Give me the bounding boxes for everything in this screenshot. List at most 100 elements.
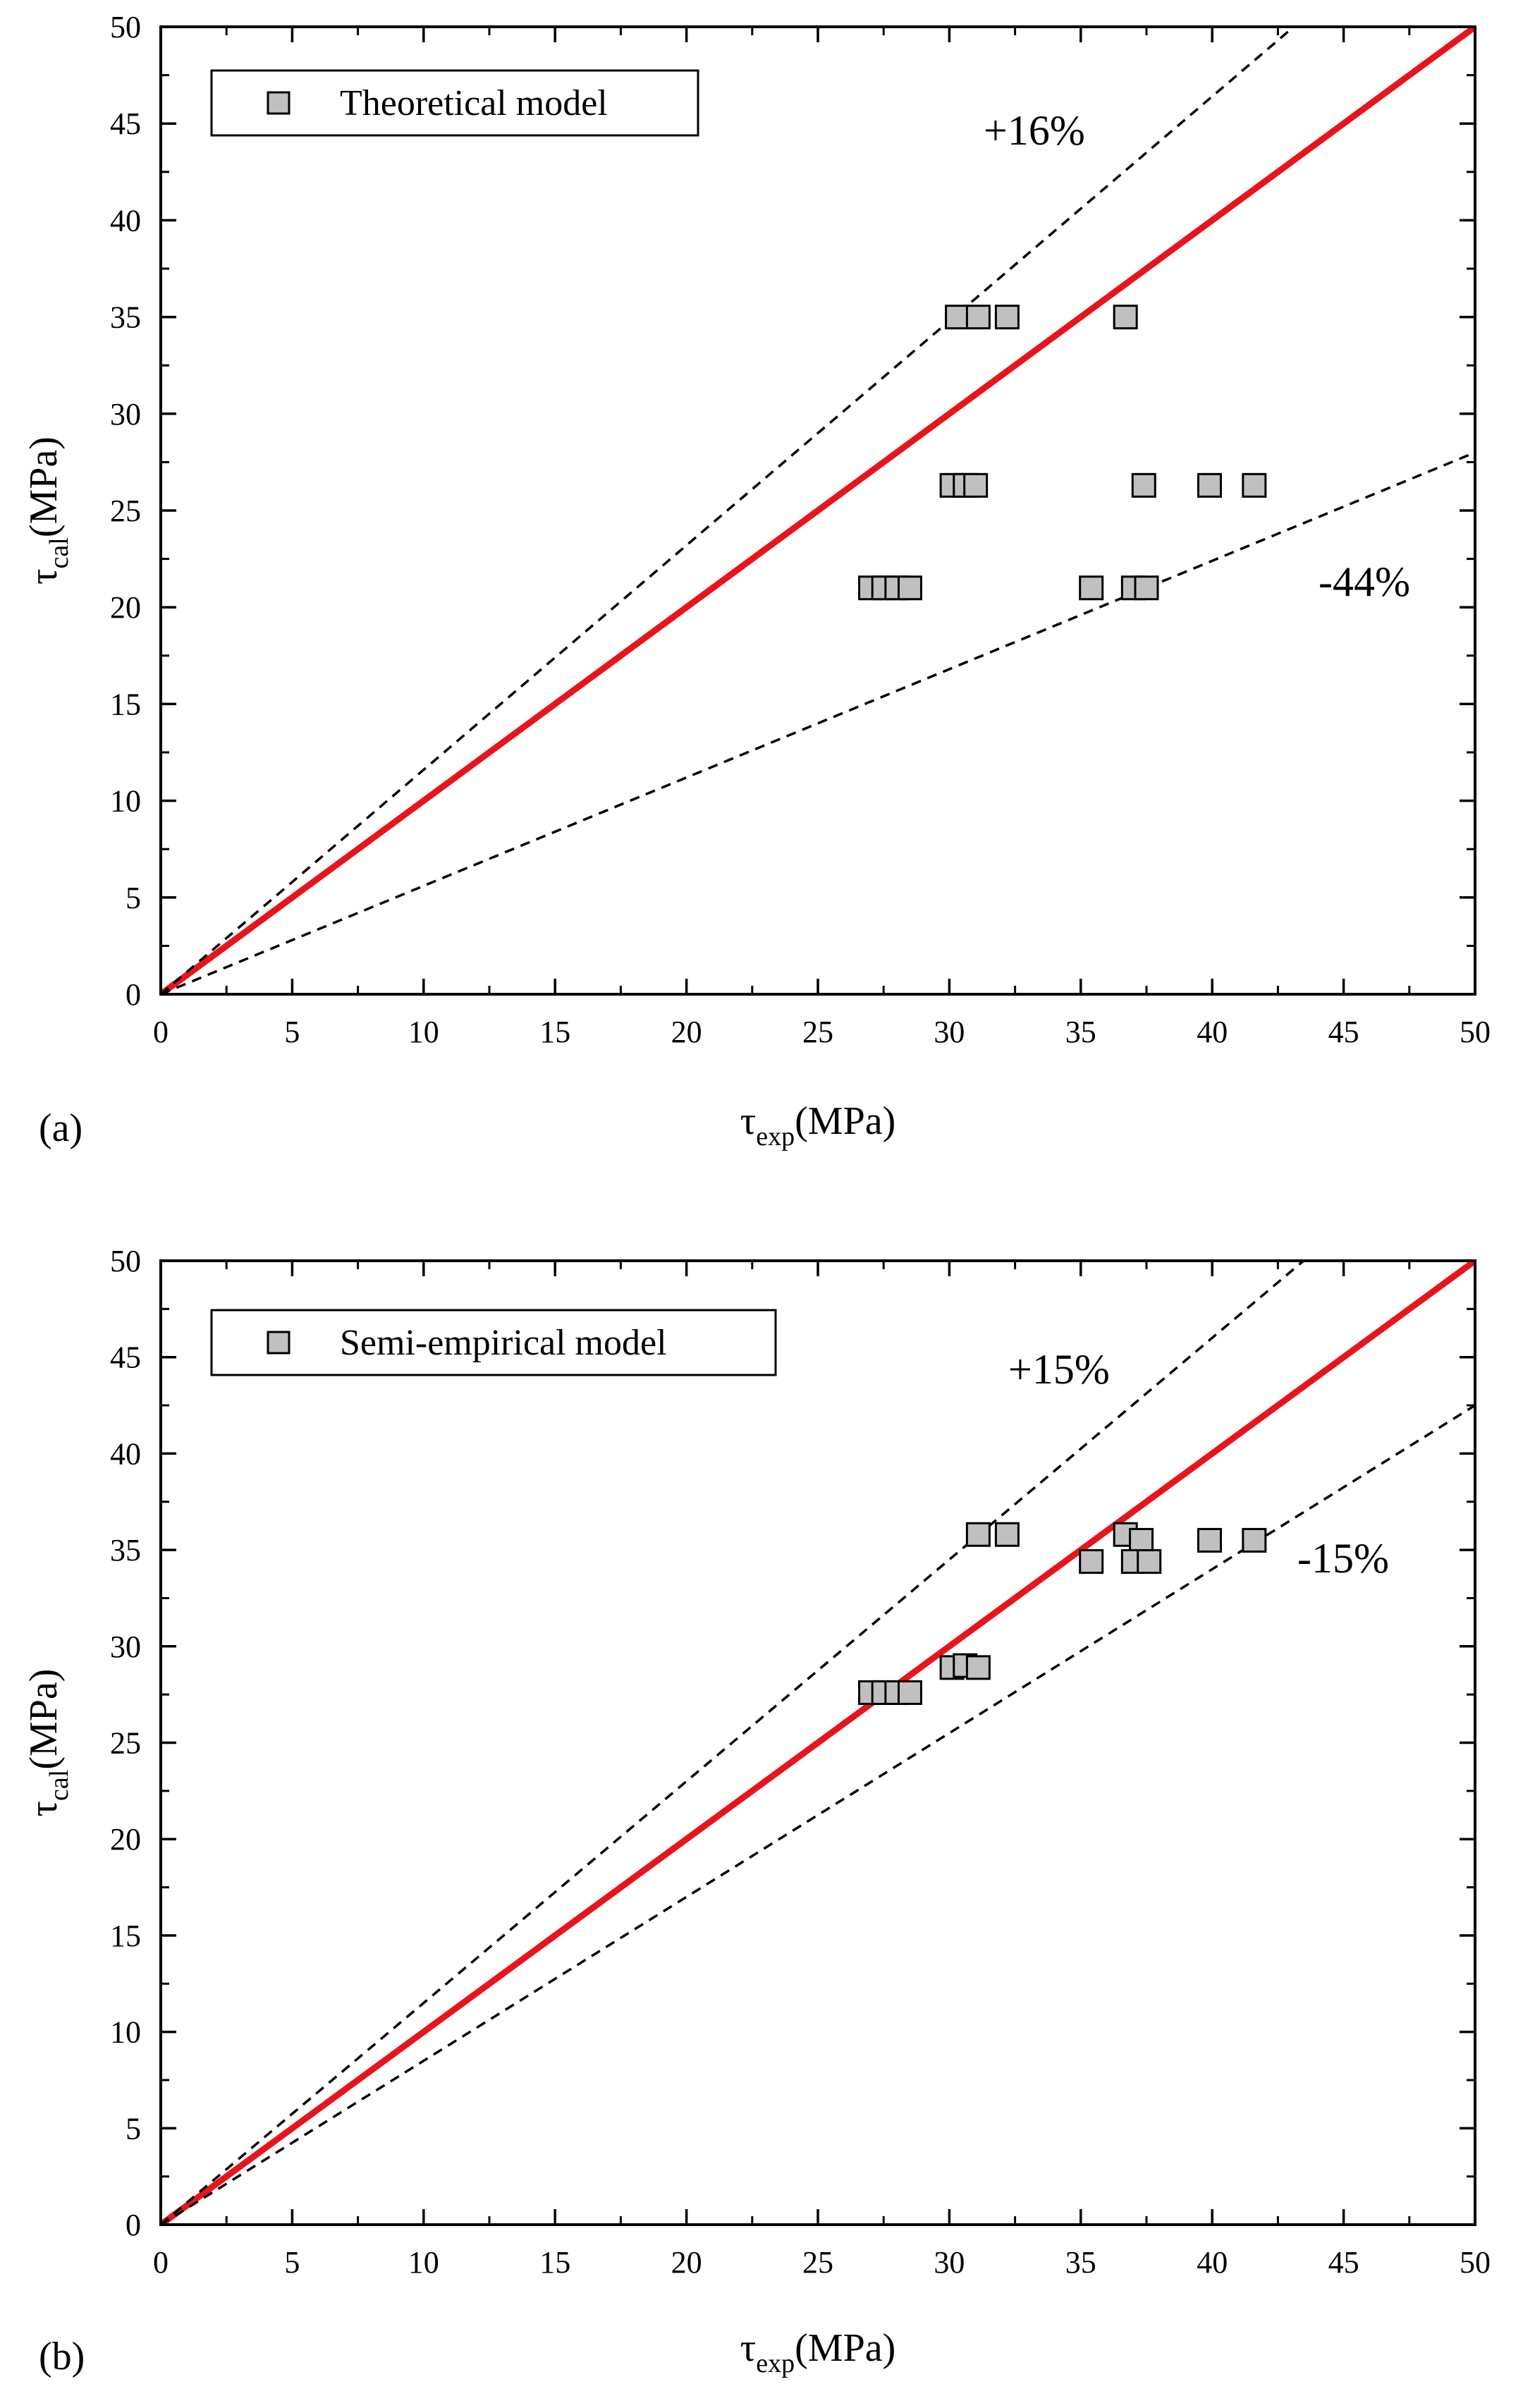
y-tick-label: 45 (110, 1340, 141, 1375)
legend-marker (267, 1331, 290, 1355)
y-tick-label: 35 (110, 1533, 141, 1567)
data-point (1079, 575, 1104, 601)
y-tick-label: 45 (110, 106, 141, 141)
y-tick-label: 40 (110, 203, 141, 238)
x-tick-label: 45 (1328, 2245, 1359, 2280)
data-point (1134, 575, 1159, 601)
y-axis-unit: (MPa) (22, 436, 66, 537)
upper-line (161, 1261, 1304, 2225)
y-tick-label: 20 (110, 1822, 141, 1857)
x-axis-symbol: τ (740, 2326, 757, 2370)
upper-bound-label: +15% (1008, 1346, 1110, 1393)
lower-line (161, 451, 1475, 994)
x-tick-label: 35 (1065, 2245, 1096, 2280)
y-tick-label: 30 (110, 1630, 141, 1664)
x-tick-label: 25 (802, 2245, 833, 2280)
y-tick-label: 50 (110, 10, 141, 44)
x-tick-label: 40 (1197, 2245, 1228, 2280)
x-tick-label: 30 (934, 2245, 965, 2280)
data-point (1131, 472, 1156, 498)
x-tick-label: 30 (934, 1015, 965, 1049)
data-point (965, 305, 991, 330)
data-point (965, 1655, 991, 1680)
scatter-series (858, 1522, 1267, 1705)
y-tick-label: 25 (110, 494, 141, 528)
y-tick-label: 40 (110, 1436, 141, 1471)
equality-line (161, 1261, 1475, 2225)
y-tick-label: 0 (126, 2208, 141, 2242)
data-point (897, 575, 922, 601)
x-tick-label: 45 (1328, 1015, 1359, 1049)
scatter-series (858, 305, 1267, 601)
legend-box (210, 1309, 777, 1376)
data-point (945, 305, 970, 330)
x-tick-label: 25 (802, 1015, 833, 1049)
y-axis-symbol: τ (22, 1801, 66, 1817)
x-tick-label: 10 (408, 1015, 439, 1049)
y-tick-label: 15 (110, 1919, 141, 1953)
x-axis-unit: (MPa) (795, 2326, 895, 2370)
x-axis-label: τexp(MPa) (740, 1099, 895, 1151)
legend-label: Semi-empirical model (340, 1323, 667, 1363)
y-axis-subscript: cal (44, 1770, 74, 1801)
y-axis-unit: (MPa) (22, 1669, 66, 1770)
legend: Semi-empirical model (210, 1309, 777, 1376)
x-axis-subscript: exp (756, 1122, 795, 1151)
x-axis-subscript: exp (756, 2349, 795, 2378)
x-tick-label: 5 (284, 1015, 300, 1049)
data-point (1113, 305, 1138, 330)
x-axis-symbol: τ (740, 1099, 757, 1143)
legend-label: Theoretical model (340, 83, 608, 123)
x-tick-label: 0 (153, 1015, 169, 1049)
panel-label: (b) (39, 2335, 85, 2378)
x-tick-label: 35 (1065, 1015, 1096, 1049)
x-tick-label: 15 (539, 1015, 570, 1049)
y-tick-label: 5 (126, 881, 141, 915)
x-tick-label: 50 (1460, 2245, 1491, 2280)
data-point (1129, 1527, 1154, 1553)
legend-marker (267, 91, 290, 115)
data-point (1137, 1549, 1162, 1575)
x-tick-label: 40 (1197, 1015, 1228, 1049)
x-tick-label: 50 (1460, 1015, 1491, 1049)
y-tick-label: 10 (110, 2015, 141, 2050)
y-tick-label: 20 (110, 590, 141, 625)
lower-bound-label: -44% (1319, 558, 1410, 605)
y-tick-label: 15 (110, 687, 141, 721)
data-point (1242, 1527, 1267, 1553)
x-tick-label: 0 (153, 2245, 169, 2280)
x-tick-label: 15 (539, 2245, 570, 2280)
upper-bound-label: +16% (984, 107, 1085, 154)
y-tick-label: 25 (110, 1726, 141, 1761)
y-tick-label: 5 (126, 2111, 141, 2146)
lower-bound-label: -15% (1297, 1535, 1389, 1582)
reference-lines (161, 1261, 1475, 2225)
y-axis-subscript: cal (44, 537, 74, 568)
y-tick-label: 35 (110, 300, 141, 335)
data-point (994, 1522, 1020, 1547)
axis-ticks: 0 5 10 15 20 25 30 35 40 45 50 0 5 10 15 20 25 30 35 40 45 50 (110, 1244, 1491, 2280)
lower-line (161, 1404, 1475, 2225)
panel-label: (a) (39, 1106, 82, 1150)
y-tick-label: 30 (110, 397, 141, 432)
x-tick-label: 20 (671, 2245, 702, 2280)
x-axis-label: τexp(MPa) (740, 2326, 895, 2378)
data-point (994, 305, 1020, 330)
data-point (965, 1522, 991, 1547)
y-tick-label: 10 (110, 784, 141, 819)
upper-line (161, 27, 1295, 994)
data-point (897, 1680, 922, 1705)
x-tick-label: 5 (284, 2245, 300, 2280)
x-tick-label: 10 (408, 2245, 439, 2280)
legend: Theoretical model (210, 69, 699, 137)
x-tick-label: 20 (671, 1015, 702, 1049)
axis-ticks: 0 5 10 15 20 25 30 35 40 45 50 0 5 10 15 20 25 30 35 40 45 50 (110, 10, 1491, 1049)
data-point (1079, 1549, 1104, 1575)
x-axis-unit: (MPa) (795, 1099, 895, 1143)
y-tick-label: 0 (126, 977, 141, 1012)
data-point (963, 472, 989, 498)
equality-line (161, 27, 1475, 994)
y-axis-label: τcal(MPa) (22, 1669, 74, 1817)
